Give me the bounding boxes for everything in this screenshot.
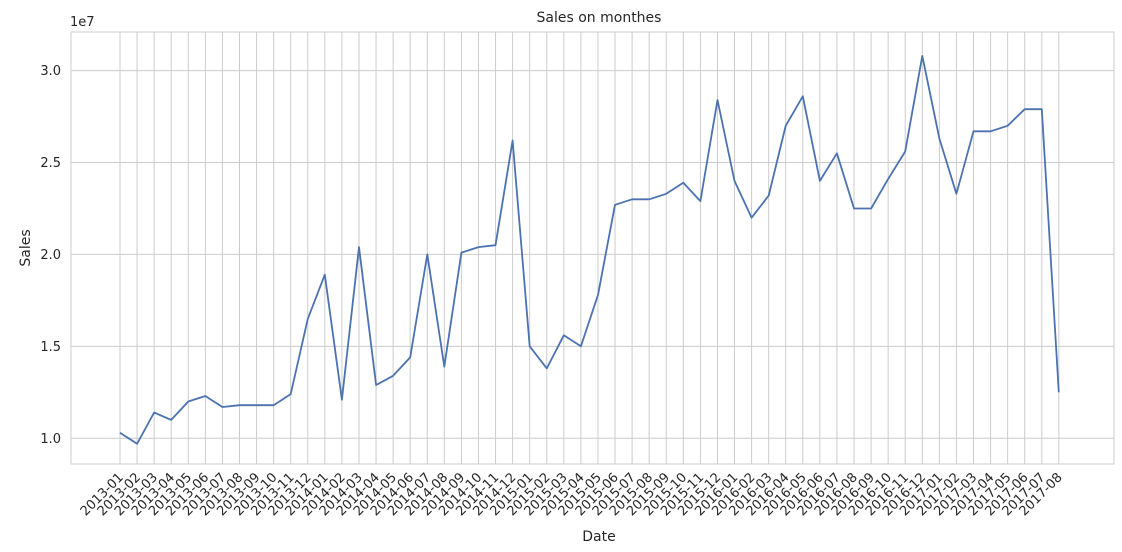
chart-title: Sales on monthes (537, 10, 662, 26)
y-tick-label: 1.5 (40, 340, 61, 355)
y-tick-label: 3.0 (40, 64, 61, 79)
y-tick-label: 1.0 (40, 432, 61, 447)
y-axis: 1.0 1.5 2.0 2.5 3.0 (40, 64, 61, 447)
sales-line (119, 55, 1060, 445)
y-tick-label: 2.5 (40, 156, 61, 171)
x-axis: 2013-012013-022013-032013-042013-052013-… (78, 470, 1066, 519)
series-layer (119, 55, 1060, 445)
y-axis-title: Sales (18, 229, 34, 266)
y-scale-label: 1e7 (70, 15, 95, 30)
y-tick-label: 2.0 (40, 248, 61, 263)
grid (71, 32, 1114, 464)
plot-frame (70, 31, 1115, 465)
x-axis-title: Date (582, 529, 615, 545)
